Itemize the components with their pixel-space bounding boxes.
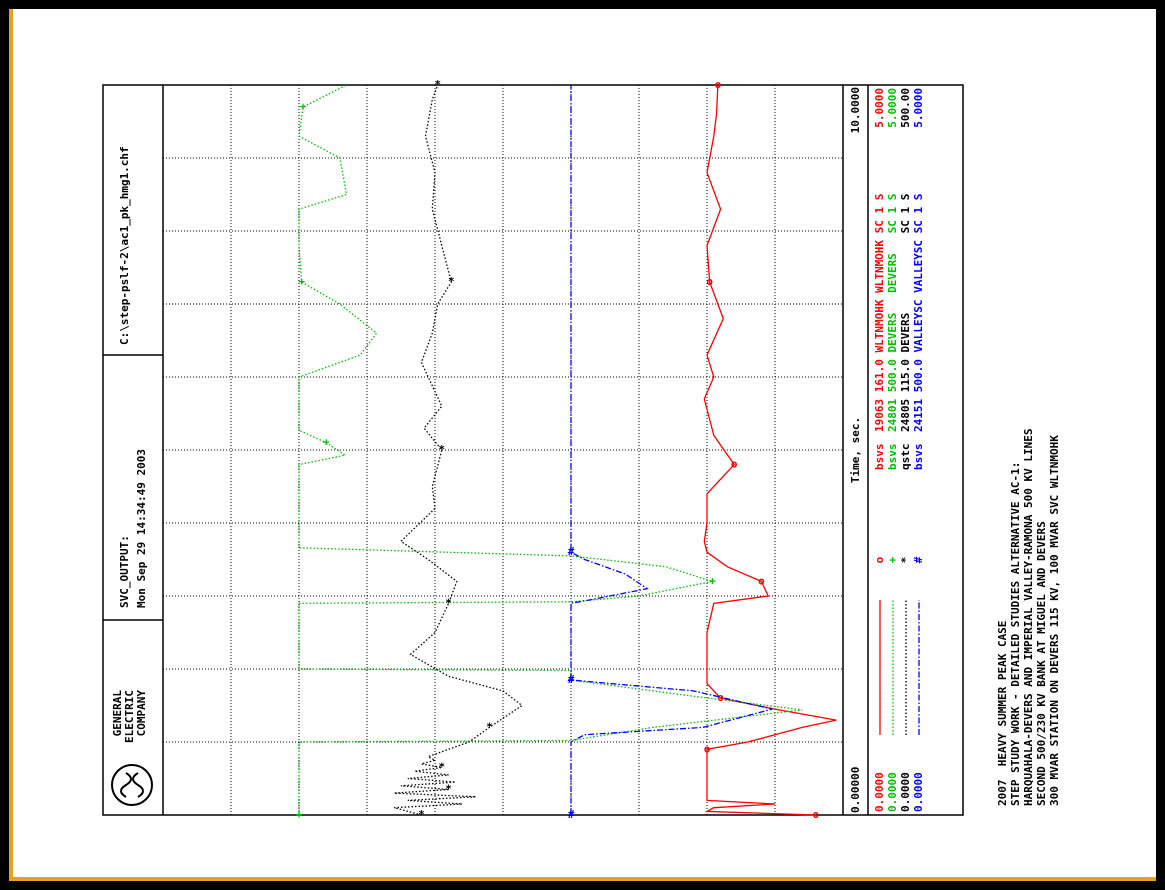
ge-logo [111, 764, 153, 806]
legend-symbol: o [873, 556, 886, 563]
legend-description: 24801 500.0 DEVERS DEVERS SC 1 S [886, 194, 899, 432]
series-marker: * [445, 782, 452, 795]
series-marker: + [709, 574, 716, 587]
series-marker: + [296, 808, 303, 821]
series-marker: * [418, 808, 425, 821]
series-marker: * [448, 275, 455, 288]
legend-name: bsvs [886, 444, 899, 471]
series-marker: * [438, 443, 445, 456]
series-marker: * [445, 596, 452, 609]
legend-description: 19063 161.0 WLTNMOHK WLTNMOHK SC 1 S [873, 194, 886, 432]
company-name: GENERAL [111, 690, 124, 737]
series-marker: o [731, 458, 738, 471]
series-marker: * [486, 720, 493, 733]
legend-max: 500.00 [899, 88, 912, 128]
legend-description: 24151 500.0 VALLEYSC VALLEYSC SC 1 S [912, 194, 925, 432]
series-marker: + [300, 100, 307, 113]
x-tick-label: 10.0000 [849, 87, 862, 133]
series-marker: + [298, 275, 305, 288]
file-name: C:\step-pslf-2\ac1_pk_hmg1.chf [118, 146, 131, 345]
legend-name: qstc [899, 444, 912, 471]
legend-symbol: * [899, 557, 912, 564]
series-marker: o [706, 275, 713, 288]
chart-title: SVC_OUTPUT: [118, 535, 131, 608]
series-marker: o [758, 574, 765, 587]
note-line: 300 MVAR STATION ON DEVERS 115 KV, 100 M… [1048, 435, 1061, 806]
legend-max: 5.0000 [912, 88, 925, 128]
legend-name: bsvs [873, 444, 886, 471]
legend-min: 0.0000 [899, 772, 912, 812]
x-axis-label: Time, sec. [849, 417, 862, 483]
plot-frame [102, 84, 964, 816]
company-name: COMPANY [135, 690, 148, 737]
legend-max: 5.0000 [873, 88, 886, 128]
series-marker: # [568, 545, 575, 558]
legend-description: 24805 115.0 DEVERS SC 1 S [899, 194, 912, 432]
legend-max: 5.0000 [886, 88, 899, 128]
legend-symbol: # [912, 556, 925, 563]
legend-min: 0.0000 [886, 772, 899, 812]
legend-symbol: + [886, 556, 899, 563]
series-marker: * [434, 78, 441, 91]
series-marker: o [715, 78, 722, 91]
series-marker: # [568, 673, 575, 686]
series-line [394, 84, 524, 816]
note-line: HARQUAHALA-DEVERS AND IMPERIAL VALLEY-RA… [1022, 429, 1035, 807]
series-line [570, 85, 773, 815]
series-line [703, 84, 837, 816]
x-tick-label: 0.00000 [849, 767, 862, 813]
note-line: STEP STUDY WORK - DETAILED STUDIES ALTER… [1009, 462, 1022, 806]
legend-min: 0.0000 [912, 772, 925, 812]
series-marker: o [812, 808, 819, 821]
series-marker: # [568, 808, 575, 821]
note-line: SECOND 500/230 KV BANK AT MIGUEL AND DEV… [1035, 521, 1048, 806]
paper [13, 9, 1156, 877]
series-marker: + [323, 436, 330, 449]
series-marker: * [438, 761, 445, 774]
series-marker: o [704, 742, 711, 755]
note-line: 2007 HEAVY SUMMER PEAK CASE [996, 621, 1009, 806]
legend-min: 0.0000 [873, 772, 886, 812]
legend-name: bsvs [912, 444, 925, 471]
company-name: ELECTRIC [123, 690, 136, 743]
chart-subtitle: Mon Sep 29 14:34:49 2003 [135, 449, 148, 608]
